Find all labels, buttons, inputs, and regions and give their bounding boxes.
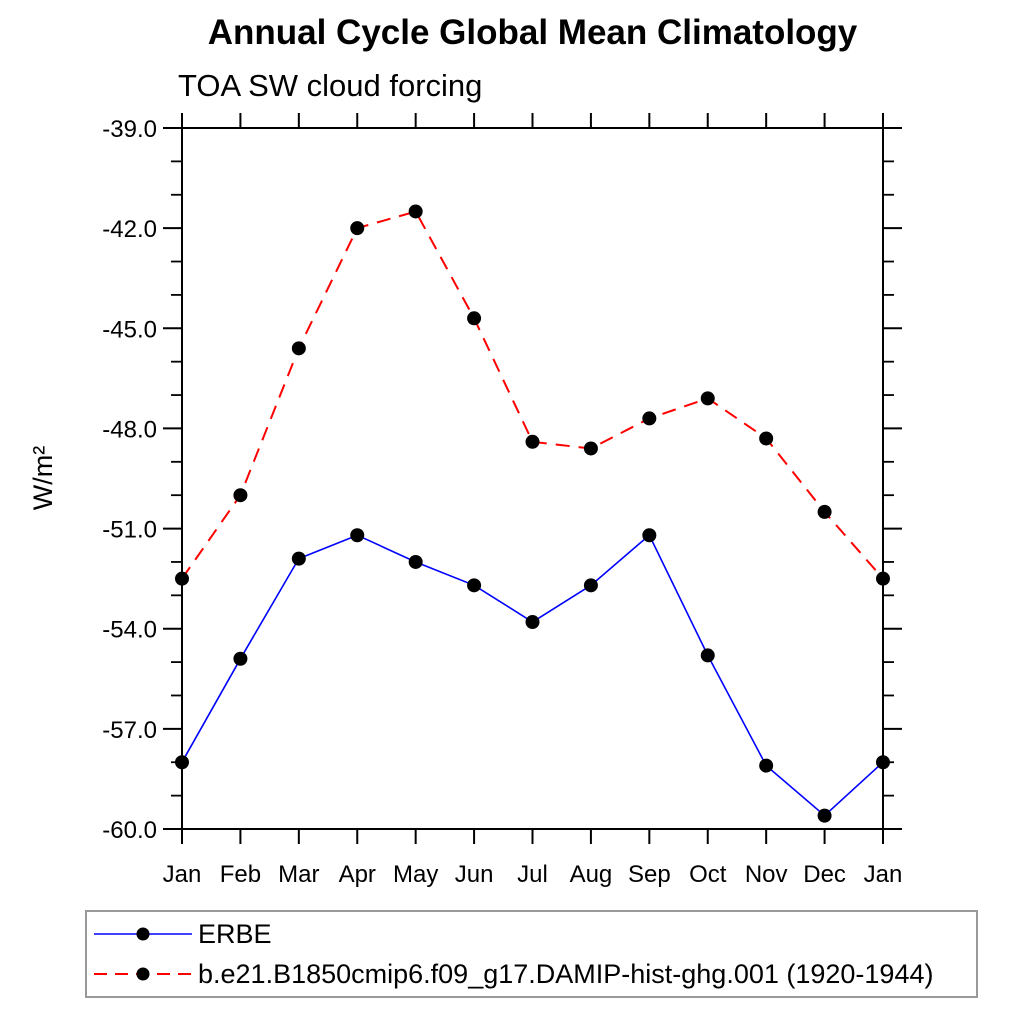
y-tick-label: -48.0 bbox=[102, 416, 157, 443]
x-tick-label: Nov bbox=[745, 861, 788, 888]
chart-subtitle: TOA SW cloud forcing bbox=[178, 68, 483, 103]
series-line-0 bbox=[181, 533, 884, 817]
series-0-marker bbox=[700, 648, 715, 663]
x-tick-label: Mar bbox=[278, 861, 319, 888]
series-1-marker bbox=[291, 341, 306, 356]
legend-marker-dot bbox=[136, 927, 150, 941]
series-1-marker bbox=[583, 441, 598, 456]
x-tick-label: Dec bbox=[803, 861, 846, 888]
y-axis-title: W/m² bbox=[28, 446, 58, 510]
x-tick-label: Jul bbox=[517, 861, 548, 888]
x-tick-label: May bbox=[393, 861, 438, 888]
y-tick-label: -54.0 bbox=[102, 617, 157, 644]
series-0-marker bbox=[467, 578, 482, 593]
y-tick-label: -42.0 bbox=[102, 216, 157, 243]
series-0-marker bbox=[583, 578, 598, 593]
x-tick-label: Jan bbox=[864, 861, 903, 888]
y-tick-label: -39.0 bbox=[102, 116, 157, 143]
y-tick-label: -57.0 bbox=[102, 717, 157, 744]
series-0-marker bbox=[408, 554, 423, 569]
y-tick-label: -60.0 bbox=[102, 817, 157, 844]
chart-canvas: Jan Feb Mar Apr May Jun Jul Aug Sep Oct Nov Dec Jan-… bbox=[28, 113, 903, 888]
plot-frame bbox=[181, 127, 884, 830]
series-0-marker bbox=[175, 755, 189, 770]
series-1-marker bbox=[350, 221, 365, 236]
series-0-marker bbox=[876, 755, 890, 770]
series-1-marker bbox=[175, 571, 189, 586]
series-1-marker bbox=[233, 488, 248, 503]
x-tick-label: Oct bbox=[689, 861, 727, 888]
chart-title: Annual Cycle Global Mean Climatology bbox=[207, 13, 858, 52]
legend-row-erbe: ERBE bbox=[90, 915, 976, 953]
series-0-marker bbox=[642, 528, 657, 543]
x-tick-label: Jan bbox=[163, 861, 202, 888]
series-1-marker bbox=[525, 434, 540, 449]
series-1-marker bbox=[467, 311, 482, 326]
series-1-marker bbox=[700, 391, 715, 406]
series-0-marker bbox=[233, 651, 248, 666]
series-1-marker bbox=[759, 431, 774, 446]
y-tick-label: -51.0 bbox=[102, 517, 157, 544]
legend-label-model: b.e21.B1850cmip6.f09_g17.DAMIP-hist-ghg.… bbox=[198, 958, 934, 989]
series-1-marker bbox=[817, 504, 832, 519]
series-0-marker bbox=[350, 528, 365, 543]
series-0-marker bbox=[525, 615, 540, 630]
series-line-1 bbox=[181, 210, 884, 580]
y-tick-label: -45.0 bbox=[102, 316, 157, 343]
legend-label-erbe: ERBE bbox=[198, 918, 272, 949]
legend-sample-model bbox=[94, 967, 192, 981]
x-tick-label: Apr bbox=[339, 861, 376, 888]
legend-marker-dot bbox=[136, 967, 150, 981]
legend-row-model: b.e21.B1850cmip6.f09_g17.DAMIP-hist-ghg.… bbox=[90, 955, 976, 993]
series-0-marker bbox=[291, 551, 306, 566]
series-1-marker bbox=[642, 411, 657, 426]
x-tick-label: Sep bbox=[628, 861, 671, 888]
x-tick-label: Feb bbox=[220, 861, 261, 888]
series-0-marker bbox=[817, 808, 832, 823]
series-1-marker bbox=[408, 204, 423, 219]
series-1-marker bbox=[876, 571, 890, 586]
x-tick-label: Aug bbox=[570, 861, 613, 888]
legend-box: ERBE b.e21.B1850cmip6.f09_g17.DAMIP-hist… bbox=[85, 910, 978, 998]
series-0-marker bbox=[759, 758, 774, 773]
legend-sample-erbe bbox=[94, 927, 192, 941]
x-tick-label: Jun bbox=[455, 861, 494, 888]
